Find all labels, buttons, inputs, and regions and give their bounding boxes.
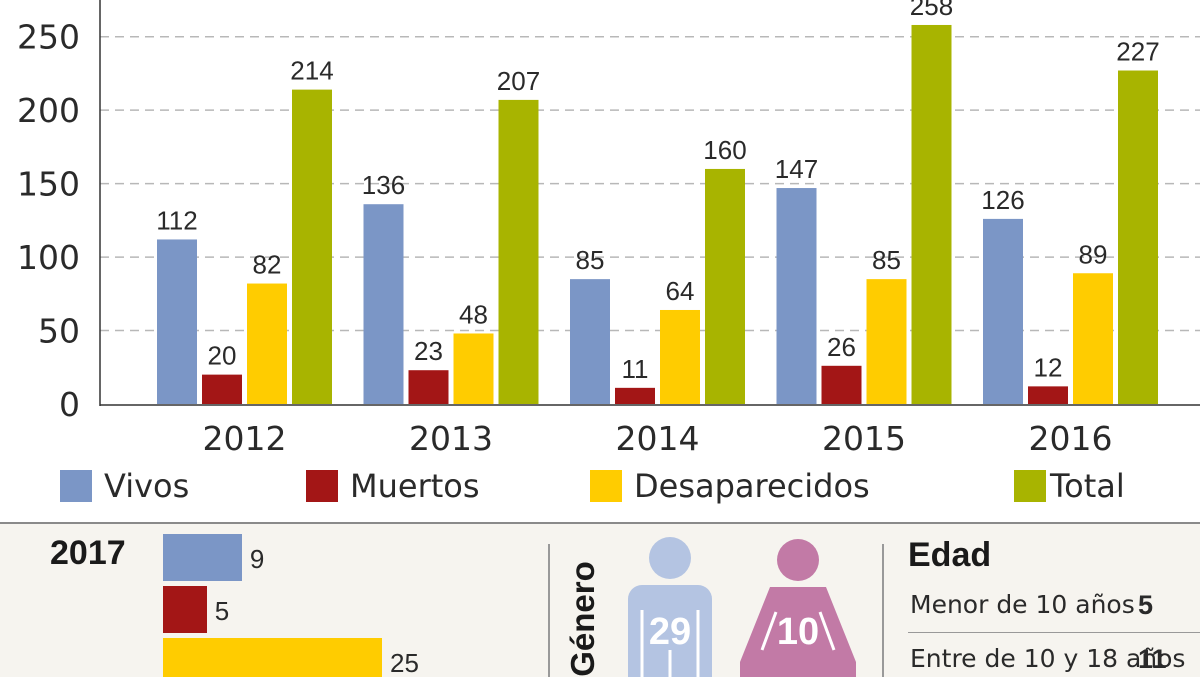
data-label: 85 bbox=[872, 245, 901, 275]
y-tick-label: 150 bbox=[17, 165, 80, 204]
legend-item-vivos: Vivos bbox=[60, 466, 189, 506]
bar-total-2015 bbox=[911, 24, 952, 404]
data-label: 26 bbox=[827, 332, 856, 362]
bar-desaparecidos-2016 bbox=[1073, 273, 1113, 404]
bar-total-2014 bbox=[705, 168, 745, 404]
data-label: 227 bbox=[1116, 37, 1159, 67]
bar-2017-vivos-label: 9 bbox=[249, 544, 265, 574]
legend-label-total: Total bbox=[1050, 467, 1125, 505]
data-label: 89 bbox=[1079, 239, 1108, 269]
separator bbox=[882, 544, 884, 677]
legend-swatch-vivos bbox=[60, 470, 92, 502]
bar-muertos-2016 bbox=[1028, 386, 1068, 404]
edad-row-label: Menor de 10 años bbox=[910, 590, 1135, 619]
data-label: 20 bbox=[208, 341, 237, 371]
data-label: 214 bbox=[290, 56, 333, 86]
legend-label-vivos: Vivos bbox=[104, 467, 190, 505]
data-label: 136 bbox=[362, 170, 405, 200]
edad-row-value: 11 bbox=[1138, 644, 1167, 674]
bar-desaparecidos-2014 bbox=[660, 309, 700, 404]
edad-row-value: 5 bbox=[1138, 590, 1154, 620]
male-count: 29 bbox=[649, 611, 691, 653]
bar-2017-desaparecidos-label: 25 bbox=[390, 648, 419, 677]
x-tick-label: 2015 bbox=[822, 419, 906, 458]
data-label: 12 bbox=[1034, 352, 1063, 382]
legend-item-desaparecidos: Desaparecidos bbox=[590, 466, 870, 506]
legend-label-muertos: Muertos bbox=[350, 467, 480, 505]
bar-muertos-2013 bbox=[408, 370, 449, 404]
male-figure-icon: 29 bbox=[628, 537, 712, 677]
y-tick-label: 250 bbox=[17, 18, 80, 57]
genero-title: Género bbox=[564, 561, 601, 677]
x-tick-label: 2014 bbox=[616, 419, 700, 458]
separator bbox=[548, 544, 550, 677]
data-label: 112 bbox=[156, 205, 197, 235]
bar-chart: 0 50 100 150 200 250 112 20 82 214 2012 136 23 48 207 2… bbox=[17, 0, 1200, 458]
bar-muertos-2015 bbox=[821, 365, 862, 404]
y-tick-label: 200 bbox=[17, 91, 80, 130]
data-label: 11 bbox=[622, 354, 649, 384]
bar-2017-muertos bbox=[163, 586, 207, 633]
bar-desaparecidos-2013 bbox=[453, 333, 494, 404]
genero-label: Género bbox=[558, 544, 608, 677]
x-tick-label: 2016 bbox=[1029, 419, 1113, 458]
data-label: 82 bbox=[253, 250, 282, 280]
edad-divider bbox=[908, 632, 1200, 633]
edad-row-label: Entre de 10 y 18 años bbox=[910, 644, 1186, 673]
legend-item-muertos: Muertos bbox=[306, 466, 480, 506]
legend-item-total: Total bbox=[1014, 466, 1125, 506]
bar-muertos-2014 bbox=[615, 387, 655, 404]
edad-title: Edad bbox=[908, 536, 992, 574]
bar-vivos-2015 bbox=[776, 188, 817, 404]
bar-desaparecidos-2015 bbox=[866, 279, 907, 404]
legend-swatch-total bbox=[1014, 470, 1046, 502]
edad-row: Entre de 10 y 18 años 11 bbox=[910, 644, 1190, 674]
data-label: 160 bbox=[703, 135, 746, 165]
data-label: 23 bbox=[414, 336, 443, 366]
y-tick-label: 50 bbox=[38, 312, 80, 351]
bar-2017-desaparecidos bbox=[163, 638, 382, 677]
data-label: 126 bbox=[981, 185, 1024, 215]
bar-vivos-2016 bbox=[983, 218, 1023, 404]
year-2017-label: 2017 bbox=[50, 534, 126, 572]
data-label: 147 bbox=[775, 154, 818, 184]
bar-total-2013 bbox=[498, 99, 539, 404]
legend-swatch-desaparecidos bbox=[590, 470, 622, 502]
female-count: 10 bbox=[777, 611, 819, 653]
edad-row: Menor de 10 años 5 bbox=[910, 590, 1190, 620]
data-label: 48 bbox=[459, 299, 488, 329]
data-label: 64 bbox=[666, 276, 695, 306]
bar-2017-vivos bbox=[163, 534, 242, 581]
female-figure-icon: 10 bbox=[740, 539, 856, 677]
legend-label-desaparecidos: Desaparecidos bbox=[634, 467, 870, 505]
data-label: 207 bbox=[497, 66, 540, 96]
data-label: 258 bbox=[910, 0, 953, 21]
bar-desaparecidos-2012 bbox=[247, 283, 287, 404]
bar-total-2012 bbox=[292, 89, 332, 404]
x-tick-label: 2013 bbox=[409, 419, 493, 458]
x-tick-label: 2012 bbox=[203, 419, 287, 458]
bar-vivos-2012 bbox=[157, 239, 197, 404]
bar-2017-muertos-label: 5 bbox=[214, 596, 230, 626]
bar-total-2016 bbox=[1118, 70, 1158, 405]
bar-muertos-2012 bbox=[202, 374, 242, 404]
y-tick-label: 0 bbox=[59, 385, 80, 424]
legend-swatch-muertos bbox=[306, 470, 338, 502]
bottom-panel: 2017 9 5 25 Género 29 10 Edad Menor de 1… bbox=[0, 522, 1200, 677]
y-tick-label: 100 bbox=[17, 238, 80, 277]
bar-vivos-2013 bbox=[363, 204, 404, 404]
bar-vivos-2014 bbox=[570, 279, 610, 404]
data-label: 85 bbox=[576, 245, 605, 275]
